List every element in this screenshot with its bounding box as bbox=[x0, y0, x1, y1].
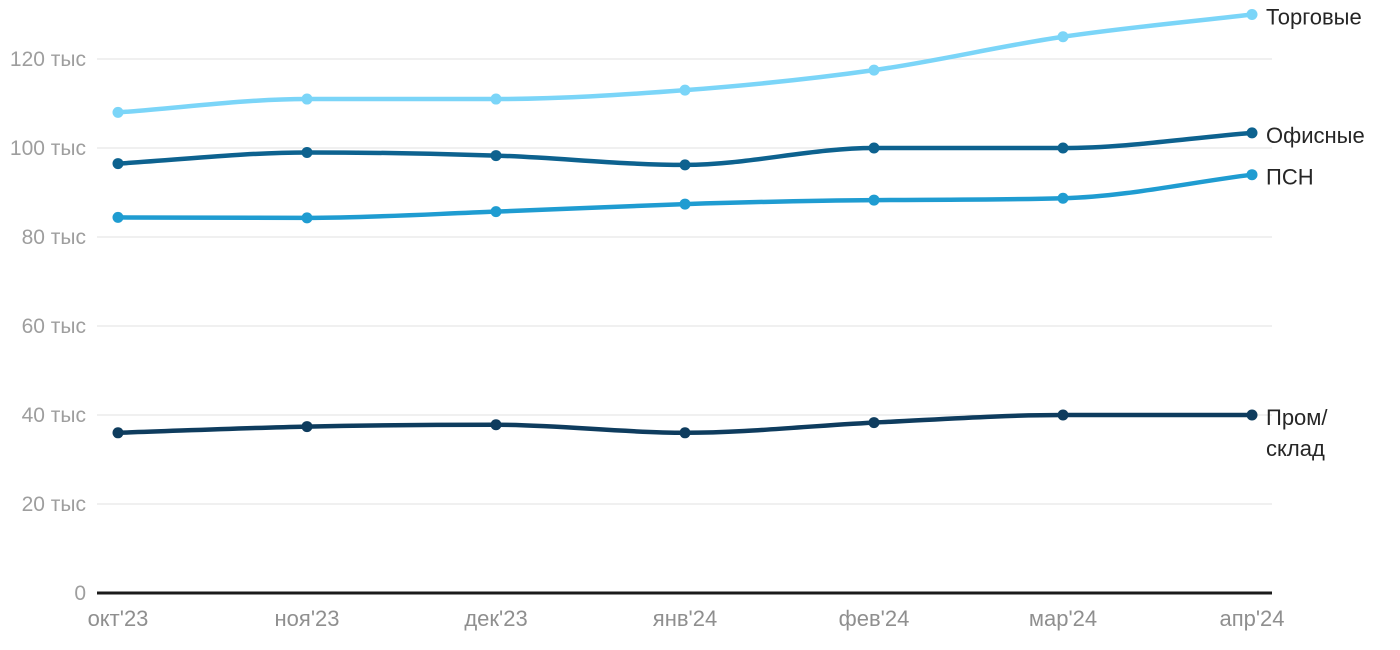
data-point-офисные[interactable] bbox=[490, 150, 502, 162]
x-tick-label: мар'24 bbox=[1029, 606, 1097, 631]
data-point-офисные[interactable] bbox=[679, 159, 691, 171]
data-point-офисные[interactable] bbox=[868, 142, 880, 154]
data-point-пром-склад[interactable] bbox=[490, 419, 502, 431]
x-tick-label: фев'24 bbox=[839, 606, 910, 631]
y-tick-label: 40 тыс bbox=[22, 404, 86, 427]
y-tick-label: 20 тыс bbox=[22, 493, 86, 516]
y-tick-label: 80 тыс bbox=[22, 226, 86, 249]
x-tick-label: апр'24 bbox=[1219, 606, 1284, 631]
data-point-псн[interactable] bbox=[1246, 169, 1258, 181]
y-tick-label: 120 тыс bbox=[10, 48, 86, 71]
data-point-торговые[interactable] bbox=[301, 93, 313, 105]
series-line-псн bbox=[115, 172, 1255, 221]
data-point-офисные[interactable] bbox=[1057, 142, 1069, 154]
y-tick-label: 0 bbox=[74, 582, 86, 605]
data-point-пром-склад[interactable] bbox=[1246, 409, 1258, 421]
data-point-псн[interactable] bbox=[490, 206, 502, 218]
series-label-офисные: Офисные bbox=[1266, 123, 1365, 148]
data-point-торговые[interactable] bbox=[490, 93, 502, 105]
series-label-пром-склад: Пром/ bbox=[1266, 405, 1328, 430]
data-point-пром-склад[interactable] bbox=[1057, 409, 1069, 421]
x-tick-label: окт'23 bbox=[88, 606, 149, 631]
series-label-псн: ПСН bbox=[1266, 165, 1314, 190]
data-point-торговые[interactable] bbox=[112, 106, 124, 118]
x-tick-label: янв'24 bbox=[653, 606, 717, 631]
data-point-псн[interactable] bbox=[301, 212, 313, 224]
x-tick-label: ноя'23 bbox=[275, 606, 340, 631]
data-point-торговые[interactable] bbox=[1057, 31, 1069, 43]
data-point-псн[interactable] bbox=[112, 211, 124, 223]
data-point-офисные[interactable] bbox=[1246, 127, 1258, 139]
data-point-офисные[interactable] bbox=[301, 146, 313, 158]
series-label-пром-склад: склад bbox=[1266, 436, 1325, 461]
data-point-псн[interactable] bbox=[868, 194, 880, 206]
data-point-псн[interactable] bbox=[1057, 192, 1069, 204]
data-point-торговые[interactable] bbox=[868, 64, 880, 76]
data-point-торговые[interactable] bbox=[1246, 9, 1258, 20]
data-point-офисные[interactable] bbox=[112, 158, 124, 170]
y-tick-label: 60 тыс bbox=[22, 315, 86, 338]
data-point-торговые[interactable] bbox=[679, 84, 691, 96]
data-point-пром-склад[interactable] bbox=[679, 427, 691, 439]
series-label-торговые: Торговые bbox=[1266, 5, 1362, 30]
data-point-псн[interactable] bbox=[679, 198, 691, 210]
data-point-пром-склад[interactable] bbox=[868, 417, 880, 429]
x-tick-label: дек'23 bbox=[464, 606, 527, 631]
y-tick-label: 100 тыс bbox=[10, 137, 86, 160]
data-point-пром-склад[interactable] bbox=[112, 427, 124, 439]
data-point-пром-склад[interactable] bbox=[301, 421, 313, 433]
series-line-торговые bbox=[115, 12, 1255, 115]
